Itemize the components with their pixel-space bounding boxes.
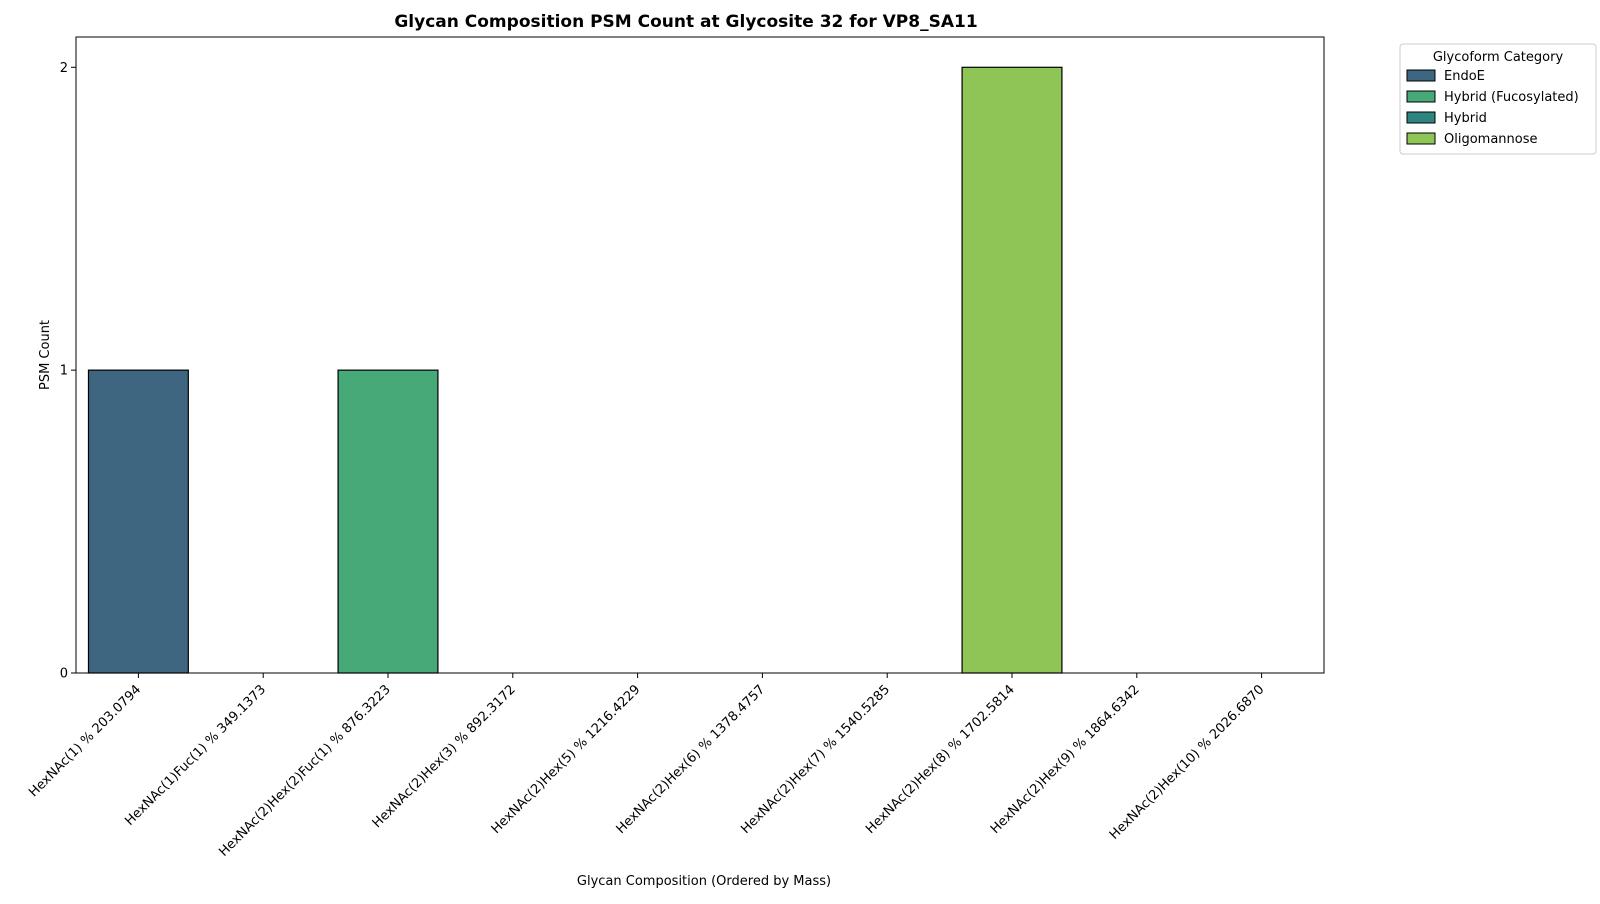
y-tick-label: 2 <box>60 61 68 76</box>
legend-swatch <box>1406 111 1436 124</box>
x-tick-label: HexNAc(2)Hex(6) % 1378.4757 <box>614 682 769 837</box>
bar <box>337 369 439 674</box>
x-tick-label: HexNAc(2)Hex(9) % 1864.6342 <box>988 682 1143 837</box>
legend-label: EndoE <box>1444 69 1485 84</box>
x-tick-label: HexNAc(2)Hex(5) % 1216.4229 <box>489 682 644 837</box>
x-tick-label: HexNAc(2)Hex(3) % 892.3172 <box>370 682 519 831</box>
plot-frame <box>75 36 1325 674</box>
legend-swatch <box>1406 132 1436 145</box>
legend-label: Hybrid (Fucosylated) <box>1444 90 1579 105</box>
y-axis: 0 1 2 <box>60 61 76 682</box>
bars-group <box>87 66 1063 674</box>
legend: Glycoform Category EndoE Hybrid (Fucosyla… <box>1399 43 1597 155</box>
x-tick-label: HexNAc(2)Hex(10) % 2026.6870 <box>1107 682 1268 843</box>
x-axis-label: Glycan Composition (Ordered by Mass) <box>577 874 831 889</box>
legend-box <box>1399 43 1597 155</box>
plot-area <box>76 37 1324 673</box>
x-tick-label: HexNAc(2)Hex(7) % 1540.5285 <box>738 682 893 837</box>
legend-swatch <box>1406 90 1436 103</box>
x-tick-label: HexNAc(1)Fuc(1) % 349.1373 <box>122 682 269 829</box>
bar <box>87 369 189 674</box>
legend-label: Hybrid <box>1444 111 1487 126</box>
legend-items: EndoE Hybrid (Fucosylated) Hybrid Oligomann… <box>1406 69 1579 147</box>
y-axis-label: PSM Count <box>38 320 53 390</box>
x-tick-label: HexNAc(2)Hex(8) % 1702.5814 <box>863 682 1018 837</box>
legend-swatch <box>1406 69 1436 82</box>
legend-label: Oligomannose <box>1444 132 1538 147</box>
chart-title: Glycan Composition PSM Count at Glycosit… <box>394 12 977 32</box>
bar <box>961 66 1063 674</box>
y-tick-label: 0 <box>60 667 68 682</box>
y-tick-label: 1 <box>60 364 68 379</box>
legend-title: Glycoform Category <box>1433 50 1564 65</box>
x-tick-label: HexNAc(1) % 203.0794 <box>26 682 144 800</box>
